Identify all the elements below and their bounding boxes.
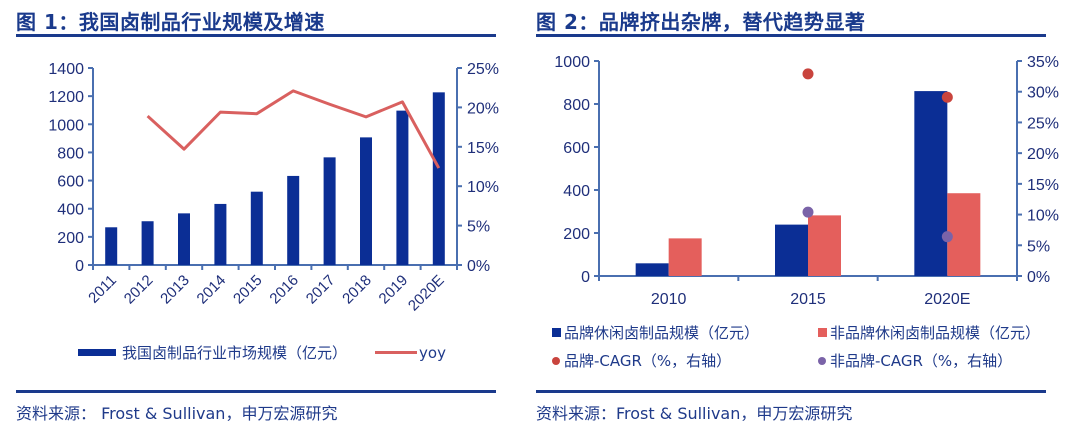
figure-2-panel: 图 2：品牌挤出杂牌，替代趋势显著 0 200 400 600 800 1000 0% 5% 1… — [530, 0, 1080, 431]
figure-1-chart: 0 200 400 600 800 1000 1200 1400 0% 5% 10% 15% 20% 25… — [48, 61, 499, 315]
y-tick-label: 400 — [57, 202, 84, 219]
bar-nonbrand-size — [947, 193, 981, 276]
yoy-line — [146, 89, 441, 169]
figure-1-legend: 我国卤制品行业市场规模（亿元） yoy — [78, 342, 446, 363]
y-tick-label: 200 — [57, 230, 84, 247]
x-tick-label: 2020E — [924, 291, 970, 308]
y-tick-label: 200 — [563, 226, 590, 243]
bar-market-size — [178, 213, 190, 265]
bar-brand-size — [775, 224, 808, 276]
y2-tick-label: 5% — [467, 219, 490, 236]
source-rule — [16, 390, 496, 393]
y2-tick-label: 10% — [1027, 208, 1059, 225]
x-tick-label: 2017 — [303, 272, 339, 308]
bar-market-size — [105, 227, 118, 265]
y2-tick-label: 25% — [1027, 115, 1059, 132]
x-tick-label: 2013 — [157, 272, 193, 308]
bar-market-size — [360, 137, 372, 265]
bar-market-size — [323, 157, 336, 265]
legend-dot-purple — [818, 356, 826, 365]
legend-line-swatch — [375, 351, 418, 354]
title-rule — [536, 34, 1046, 37]
legend-label: 品牌-CAGR（%，右轴） — [564, 352, 732, 370]
y-tick-label: 800 — [563, 97, 590, 114]
y2-tick-label: 20% — [467, 100, 499, 117]
y-tick-label: 1000 — [48, 117, 84, 134]
legend-dot-red — [552, 356, 560, 365]
x-tick-label: 2016 — [266, 272, 302, 308]
x-tick-label: 2018 — [339, 272, 375, 308]
legend-square-blue — [552, 328, 561, 337]
y-tick-label: 0 — [75, 258, 84, 275]
y2-tick-label: 0% — [1027, 269, 1050, 286]
bar-market-size — [141, 221, 154, 265]
y2-tick-label: 25% — [467, 61, 499, 78]
x-tick-label: 2020E — [405, 272, 448, 315]
figure-1-panel: 图 1：我国卤制品行业规模及增速 0 200 400 600 800 1000 1200 14… — [0, 0, 530, 431]
figure-2-chart: 0 200 400 600 800 1000 0% 5% 10% 15% 20% 25% 30% 35% 2… — [554, 54, 1059, 308]
x-tick-label: 2011 — [85, 272, 120, 307]
legend-label: 品牌休闲卤制品规模（亿元） — [564, 324, 760, 342]
figure-2-source: 资料来源：Frost & Sullivan，申万宏源研究 — [536, 404, 853, 423]
legend-bar-swatch — [78, 349, 116, 356]
bar-market-size — [250, 191, 263, 265]
legend-item-nonbrand-size: 非品牌休闲卤制品规模（亿元） — [818, 322, 1040, 343]
legend-item-brand-size: 品牌休闲卤制品规模（亿元） — [552, 322, 759, 343]
x-tick-label: 2015 — [230, 272, 266, 308]
x-tick-label: 2012 — [121, 272, 157, 308]
y-tick-label: 600 — [563, 140, 590, 157]
y2-tick-label: 15% — [467, 140, 499, 157]
bar-nonbrand-size — [668, 238, 702, 276]
figure-2-title: 图 2：品牌挤出杂牌，替代趋势显著 — [536, 10, 866, 34]
dot-brand-cagr — [802, 68, 814, 80]
y2-tick-label: 10% — [467, 179, 499, 196]
figure-1-title: 图 1：我国卤制品行业规模及增速 — [16, 10, 325, 34]
legend-bar-label: 我国卤制品行业市场规模（亿元） — [122, 344, 348, 362]
y-tick-label: 0 — [581, 269, 590, 286]
x-tick-label: 2010 — [651, 291, 687, 308]
bar-market-size — [432, 92, 445, 265]
y2-tick-label: 0% — [467, 258, 490, 275]
y2-tick-label: 5% — [1027, 238, 1050, 255]
y-tick-label: 1400 — [48, 61, 84, 78]
y2-tick-label: 15% — [1027, 177, 1059, 194]
x-tick-label: 2015 — [790, 291, 826, 308]
y2-tick-label: 20% — [1027, 146, 1059, 163]
y-tick-label: 600 — [57, 174, 84, 191]
bar-market-size — [396, 110, 409, 265]
y-tick-label: 1200 — [48, 89, 84, 106]
source-rule — [536, 390, 1046, 393]
bar-market-size — [287, 175, 300, 265]
bar-brand-size — [635, 263, 669, 276]
y-tick-label: 400 — [563, 183, 590, 200]
figure-1-source: 资料来源： Frost & Sullivan，申万宏源研究 — [16, 404, 338, 423]
legend-item-nonbrand-cagr: 非品牌-CAGR（%，右轴） — [818, 350, 1012, 371]
dot-nonbrand-cagr — [802, 206, 814, 218]
dot-brand-cagr — [941, 91, 953, 103]
bar-brand-size — [914, 91, 948, 276]
dot-nonbrand-cagr — [941, 231, 953, 243]
y-tick-label: 1000 — [554, 54, 590, 71]
legend-item-brand-cagr: 品牌-CAGR（%，右轴） — [552, 350, 731, 371]
legend-square-red — [818, 328, 827, 337]
title-rule — [16, 34, 496, 37]
legend-label: 非品牌休闲卤制品规模（亿元） — [830, 324, 1041, 342]
y-tick-label: 800 — [57, 145, 84, 162]
bar-market-size — [214, 203, 227, 265]
legend-label: 非品牌-CAGR（%，右轴） — [830, 352, 1013, 370]
x-tick-label: 2014 — [194, 272, 230, 308]
y2-tick-label: 35% — [1027, 54, 1059, 71]
legend-line-label: yoy — [419, 343, 446, 362]
bar-nonbrand-size — [808, 215, 841, 276]
y2-tick-label: 30% — [1027, 85, 1059, 102]
